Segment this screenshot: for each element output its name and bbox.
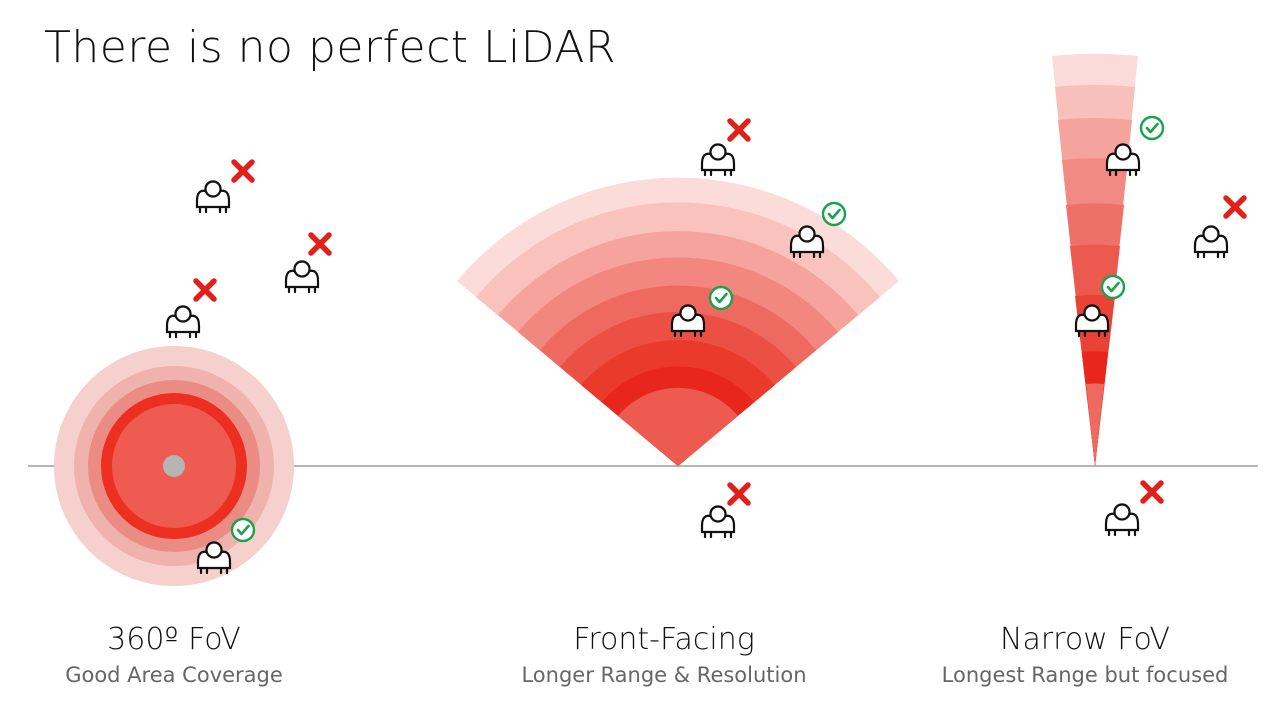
caption-title: Front-Facing: [573, 622, 755, 657]
fov360-coverage: [54, 346, 294, 586]
caption-title: Narrow FoV: [1000, 622, 1170, 657]
red-x-icon: [1226, 198, 1244, 216]
check-circle-icon: [821, 201, 847, 227]
check-circle-icon: [1139, 115, 1165, 141]
red-x-icon: [730, 485, 748, 503]
caption-subtitle: Longest Range but focused: [941, 663, 1229, 687]
red-x-icon: [196, 281, 214, 299]
caption-subtitle: Longer Range & Resolution: [521, 663, 807, 687]
person-360-far-1: [195, 180, 231, 214]
check-circle-icon: [230, 517, 256, 543]
caption-narrow-fov: Narrow FoV Longest Range but focused: [915, 622, 1255, 687]
person-front-behind: [700, 505, 736, 539]
caption-subtitle: Good Area Coverage: [65, 663, 283, 687]
red-x-icon: [1143, 483, 1161, 501]
person-360-far-3: [165, 305, 201, 339]
narrow-coverage: [1052, 53, 1138, 467]
caption-360-fov: 360º FoV Good Area Coverage: [4, 622, 344, 687]
check-circle-icon: [1100, 274, 1126, 300]
red-x-icon: [730, 121, 748, 139]
caption-front-facing: Front-Facing Longer Range & Resolution: [494, 622, 834, 687]
red-x-icon: [311, 235, 329, 253]
slide-title: There is no perfect LiDAR: [44, 22, 617, 73]
person-narrow-side: [1193, 225, 1229, 259]
caption-title: 360º FoV: [107, 622, 241, 657]
person-narrow-behind: [1104, 503, 1140, 537]
person-front-far: [700, 143, 736, 177]
person-360-far-2: [284, 260, 320, 294]
red-x-icon: [234, 162, 252, 180]
check-circle-icon: [708, 285, 734, 311]
